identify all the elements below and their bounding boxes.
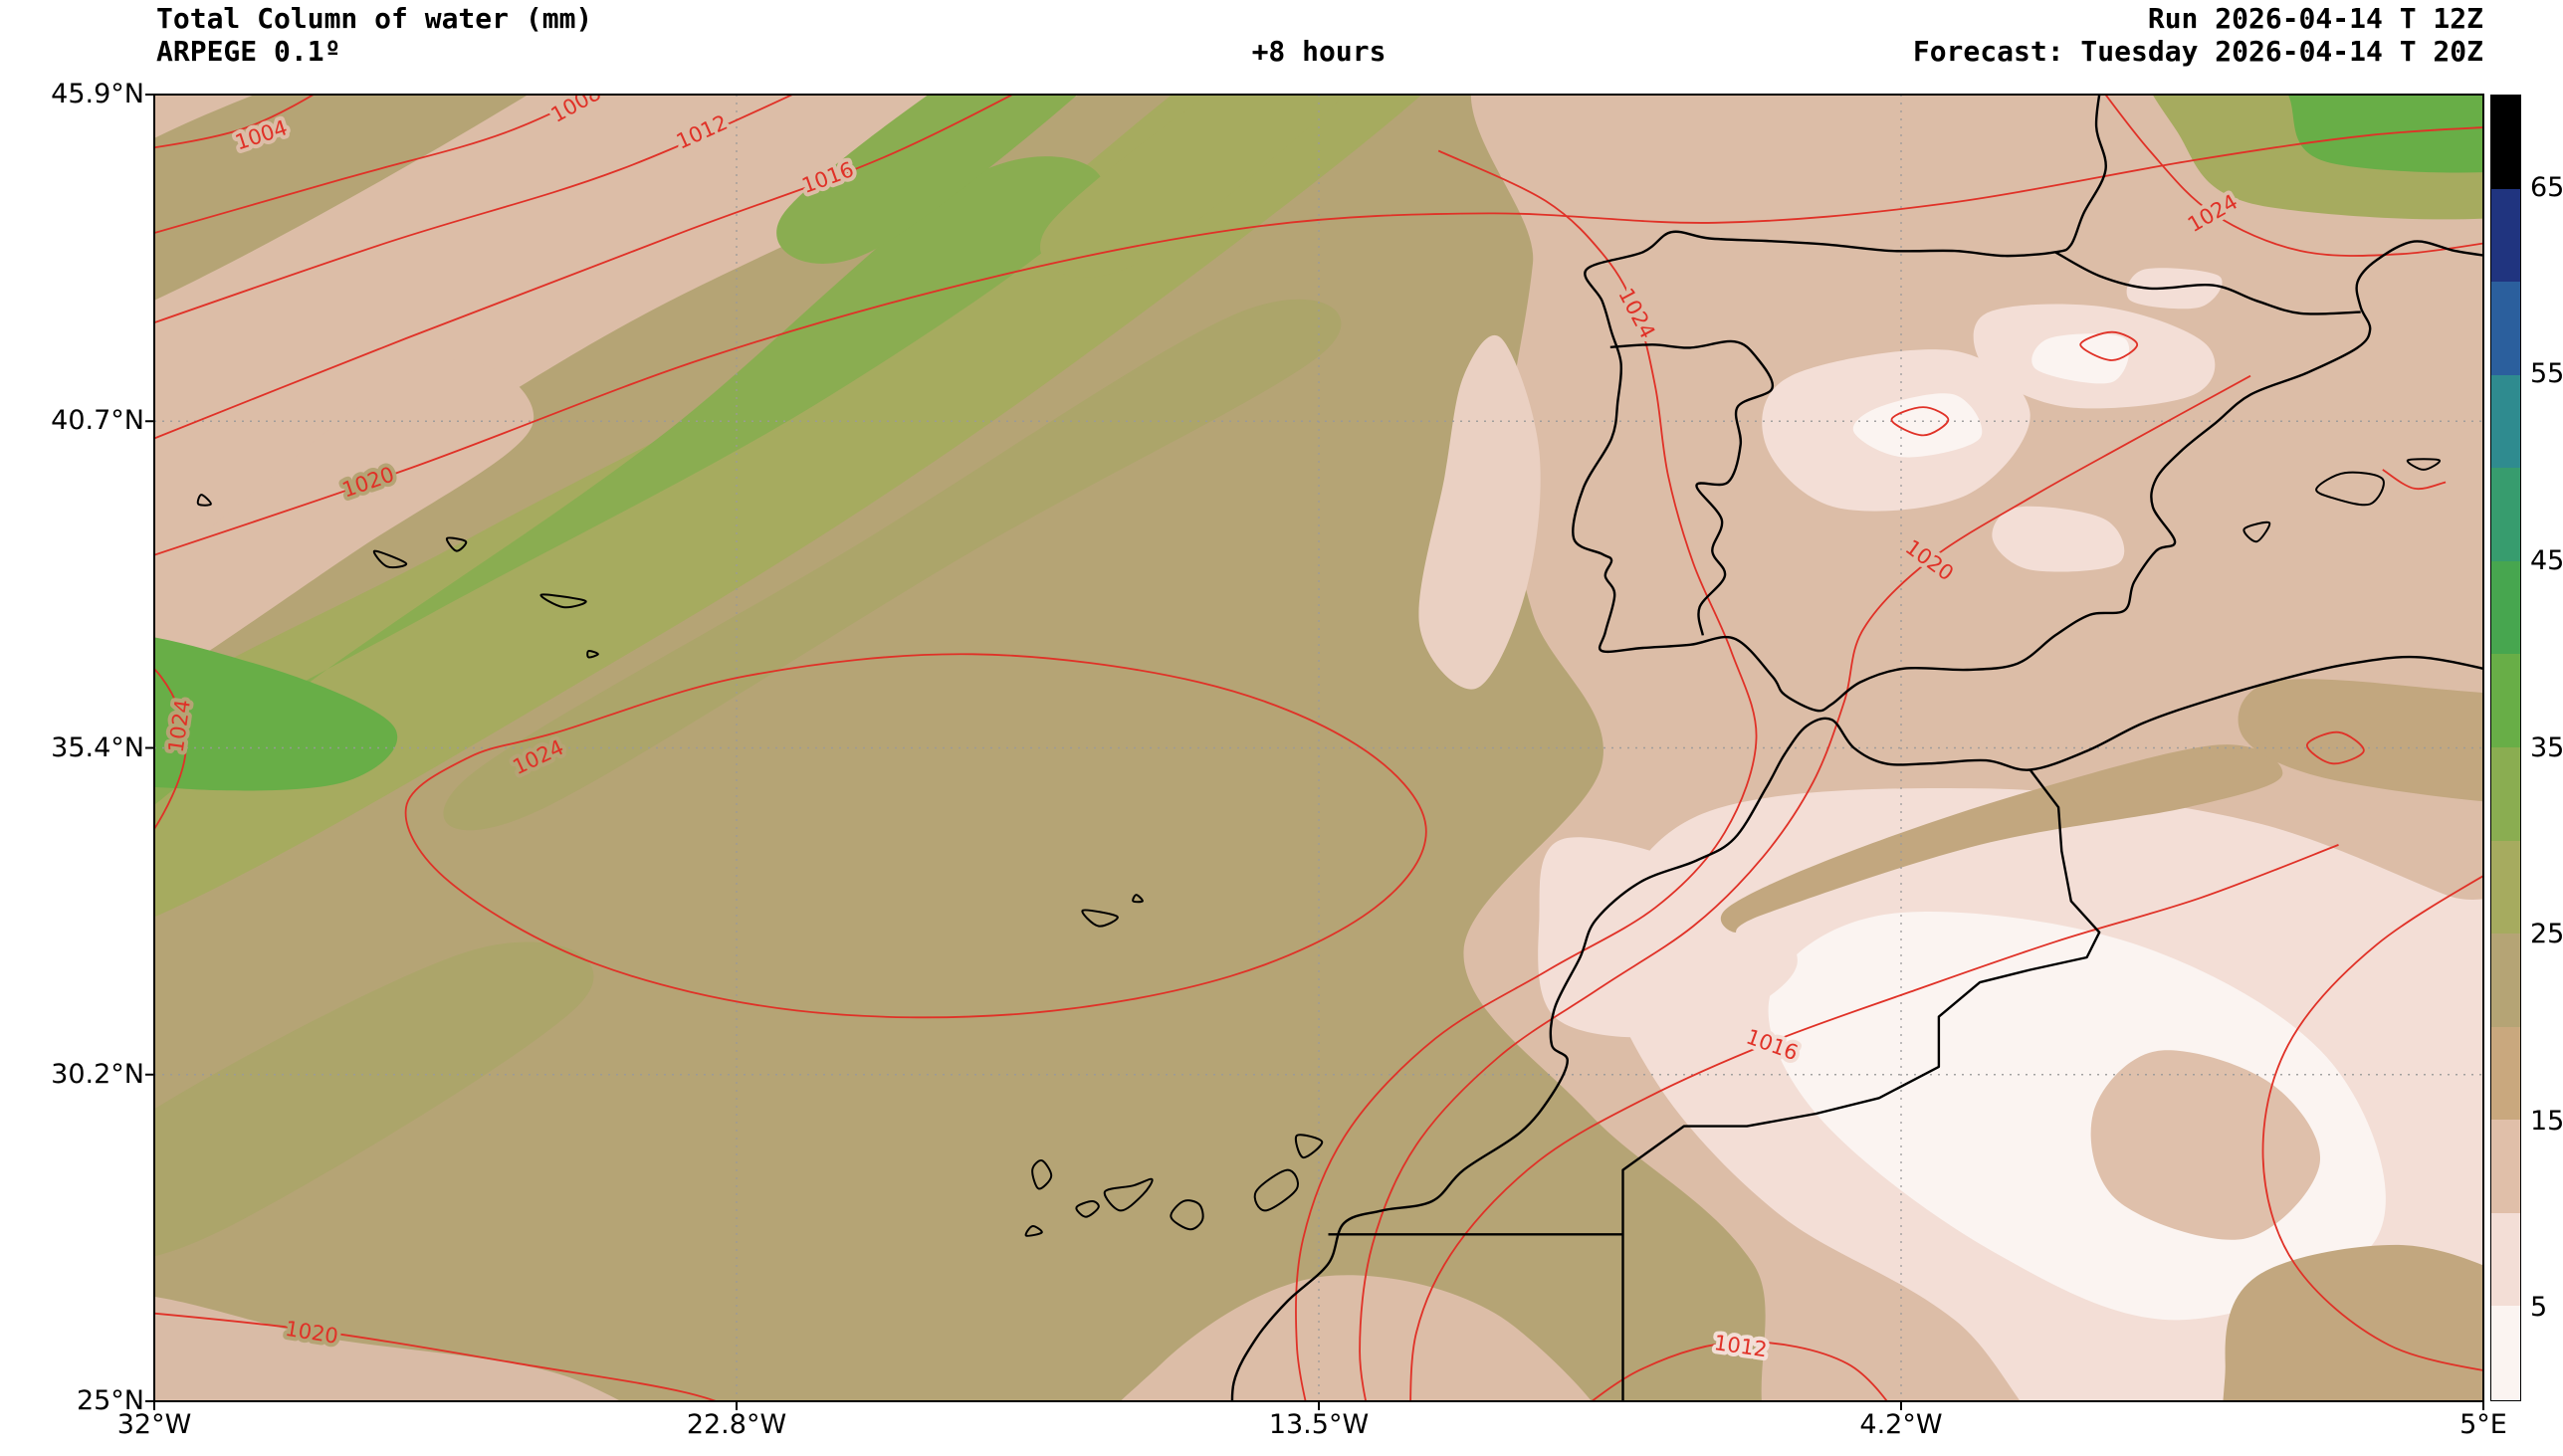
colorbar-tick-label: 15 (2530, 1105, 2563, 1137)
colorbar-segment (2491, 560, 2520, 655)
island-tenerife (1103, 1177, 1154, 1212)
isobar-contour-1016 (1409, 844, 2339, 1401)
isobar-contour-1020 (154, 1312, 720, 1401)
fill-olive-streak-top-2 (1040, 95, 1346, 278)
coastline-africa-coast (1230, 655, 2483, 1401)
colorbar-segment (2491, 654, 2520, 748)
figure-title: Total Column of water (mm) (156, 2, 593, 35)
isobar-contour-1016 (154, 95, 1015, 440)
isobar-contour-1024 (404, 653, 1427, 1019)
y-tick-label: 45.9°N (51, 79, 144, 109)
colorbar-segment (2491, 1306, 2520, 1400)
island-azores-santa-maria (586, 650, 599, 659)
isobar-contour (2382, 469, 2447, 491)
lead-time-label: +8 hours (1251, 35, 1387, 68)
island-el-hierro (1024, 1225, 1043, 1237)
colorbar-segment (2491, 374, 2520, 469)
isobar-contour-1004 (154, 95, 316, 149)
isobar-contour-1012 (1590, 1341, 1889, 1401)
y-tick-label: 35.4°N (51, 731, 144, 763)
colorbar-segment (2491, 840, 2520, 935)
colorbar-segment (2491, 1026, 2520, 1121)
x-tick-label: 13.5°W (1268, 1409, 1370, 1440)
island-azores-flores (196, 494, 212, 507)
fill-se-spain-pale (1992, 506, 2125, 572)
isobar-contour-1008 (154, 95, 592, 234)
island-azores-terceira (445, 536, 468, 552)
fill-olive-band-main (154, 95, 1422, 918)
fill-nw-pink-streak (154, 359, 534, 687)
coastline-western-sahara-border (1328, 1233, 1624, 1401)
colorbar-segment (2491, 96, 2520, 190)
isobar-contour-1020 (154, 126, 2483, 556)
isobar-contour (2261, 875, 2483, 1371)
y-tick-label: 25°N (76, 1385, 144, 1416)
fill-spain-central-white (1852, 393, 1983, 458)
map-plot-area: 1004100810121016102010241024102410201016… (145, 94, 2484, 1410)
fill-sw-pink-corner (154, 1296, 621, 1401)
island-menorca (2406, 458, 2442, 471)
fill-nw-tan-streak (154, 95, 529, 301)
fill-atlas-tan-band (1720, 744, 2283, 933)
map-layers: 1004100810121016102010241024102410201016… (154, 95, 2483, 1401)
island-mallorca (2315, 471, 2385, 507)
forecast-label: Forecast: Tuesday 2026-04-14 T 20Z (1912, 35, 2483, 68)
island-azores-sao-miguel (539, 593, 587, 609)
fill-olive-streak-mid (443, 299, 1342, 831)
isobar-contour-1024 (2104, 95, 2483, 257)
colorbar-segment (2491, 1120, 2520, 1214)
island-fuerteventura (1253, 1168, 1299, 1212)
fill-olive-streak-sw (154, 941, 594, 1257)
colorbar-tick-label: 35 (2530, 731, 2563, 763)
coastline-spain-france-border (2054, 251, 2361, 315)
fill-algeria-north-tan (2238, 679, 2483, 802)
island-la-gomera (1075, 1199, 1100, 1218)
colorbar-tick-label: 45 (2530, 544, 2563, 576)
fill-sahara-tan-inner (2090, 1050, 2321, 1240)
colorbar-segment (2491, 747, 2520, 842)
colorbar-tick-label: 65 (2530, 171, 2563, 203)
fill-bright-green-west-edge (154, 637, 398, 791)
x-tick-label: 22.8°W (686, 1409, 787, 1440)
colorbar (2490, 95, 2521, 1401)
fill-pale-west-of-portugal (1418, 334, 1541, 690)
isobar-contour (2079, 330, 2139, 361)
coastline-portugal-spain-border (1609, 339, 1775, 636)
island-ibiza (2243, 520, 2271, 543)
fill-nw-pink-corner (154, 95, 1079, 608)
colorbar-tick-label: 55 (2530, 358, 2563, 390)
model-label: ARPEGE 0.1º (156, 35, 341, 68)
colorbar-tick-label: 5 (2530, 1292, 2548, 1324)
island-porto-santo (1132, 894, 1144, 904)
fill-morocco-coastal-pale (1538, 837, 1798, 1038)
colorbar-segment (2491, 468, 2520, 562)
y-tick-label: 30.2°N (51, 1058, 144, 1090)
x-tick-label: 32°W (116, 1409, 192, 1440)
y-tick-label: 40.7°N (51, 405, 144, 437)
island-la-palma (1031, 1159, 1053, 1190)
isobar-contour (1890, 406, 1950, 437)
isobar-contour (2306, 730, 2365, 765)
colorbar-segment (2491, 188, 2520, 283)
island-lanzarote (1294, 1134, 1324, 1158)
coastline-morocco-algeria-border (1621, 768, 2101, 1235)
island-madeira (1081, 909, 1119, 928)
coastline-europe-coast (1572, 95, 2483, 713)
island-azores-pico-faial (372, 549, 408, 569)
fill-green-band-core (154, 156, 1104, 805)
island-gran-canaria (1170, 1199, 1204, 1231)
run-label: Run 2026-04-14 T 12Z (2147, 2, 2483, 35)
x-tick-label: 5°E (2459, 1409, 2507, 1440)
isobar-contour-1012 (154, 95, 795, 324)
isobar-contour-1024 (154, 668, 187, 831)
fill-ebro-white (2031, 333, 2130, 384)
colorbar-segment (2491, 282, 2520, 376)
colorbar-segment (2491, 934, 2520, 1028)
fill-green-streak-top-1 (776, 95, 1078, 264)
colorbar-segment (2491, 1212, 2520, 1307)
isobar-contour-1024 (1295, 149, 1758, 1401)
x-tick-label: 4.2°W (1859, 1409, 1943, 1440)
colorbar-tick-label: 25 (2530, 919, 2563, 950)
